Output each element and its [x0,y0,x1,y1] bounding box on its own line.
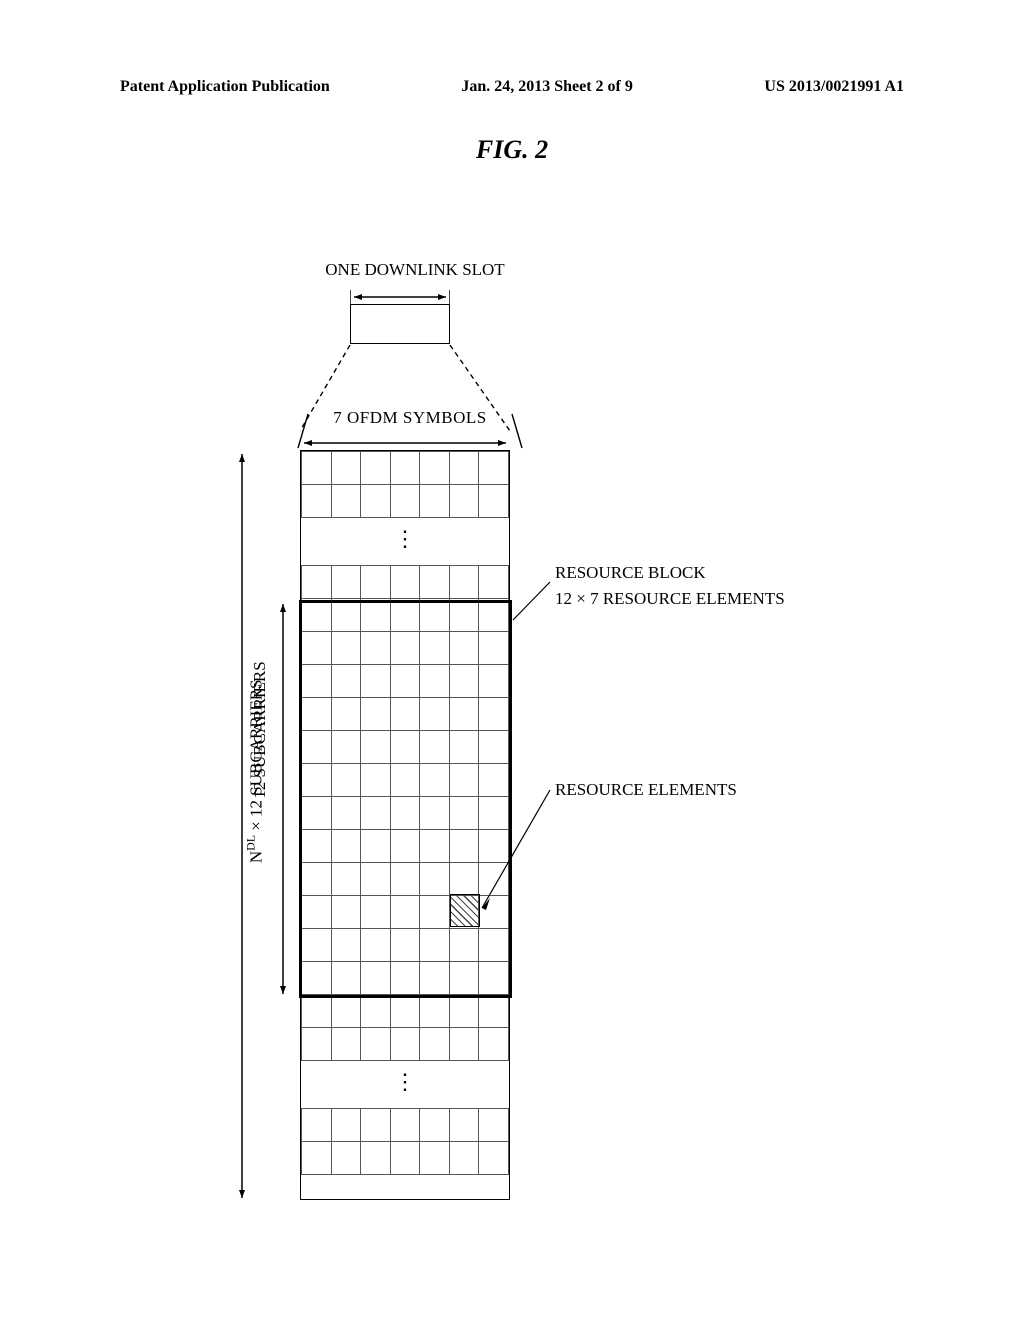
label-resource-block: RESOURCE BLOCK 12 × 7 RESOURCE ELEMENTS [555,560,785,611]
vertical-ellipsis-icon [394,533,416,546]
figure-title: FIG. 2 [0,135,1024,165]
resource-element-hatched-cell [450,894,480,927]
label-twelve-subcarriers: 12 SUBCARRIERS [250,630,270,830]
page-header: Patent Application Publication Jan. 24, … [0,78,1024,96]
twelve-subcarriers-dimension-arrow [276,600,290,998]
ndl-prefix: N [246,851,265,863]
label-one-downlink-slot: ONE DOWNLINK SLOT [315,260,515,280]
top-slot-dimension-arrow [350,290,450,304]
header-right: US 2013/0021991 A1 [764,78,904,96]
ofdm-dimension-arrow [300,436,510,450]
diagram: ONE DOWNLINK SLOT 7 OFDM SYMBOLS [190,260,890,1220]
resource-grid-table [301,451,509,1175]
ndl-superscript: DL [244,835,258,851]
header-center: Jan. 24, 2013 Sheet 2 of 9 [461,78,633,96]
resource-grid [300,450,510,1200]
rb-label-line1: RESOURCE BLOCK [555,560,785,586]
header-left: Patent Application Publication [120,78,330,96]
rb-label-line2: 12 × 7 RESOURCE ELEMENTS [555,586,785,612]
label-resource-elements: RESOURCE ELEMENTS [555,780,737,800]
downlink-slot-box [350,304,450,344]
vertical-ellipsis-icon [394,1076,416,1089]
